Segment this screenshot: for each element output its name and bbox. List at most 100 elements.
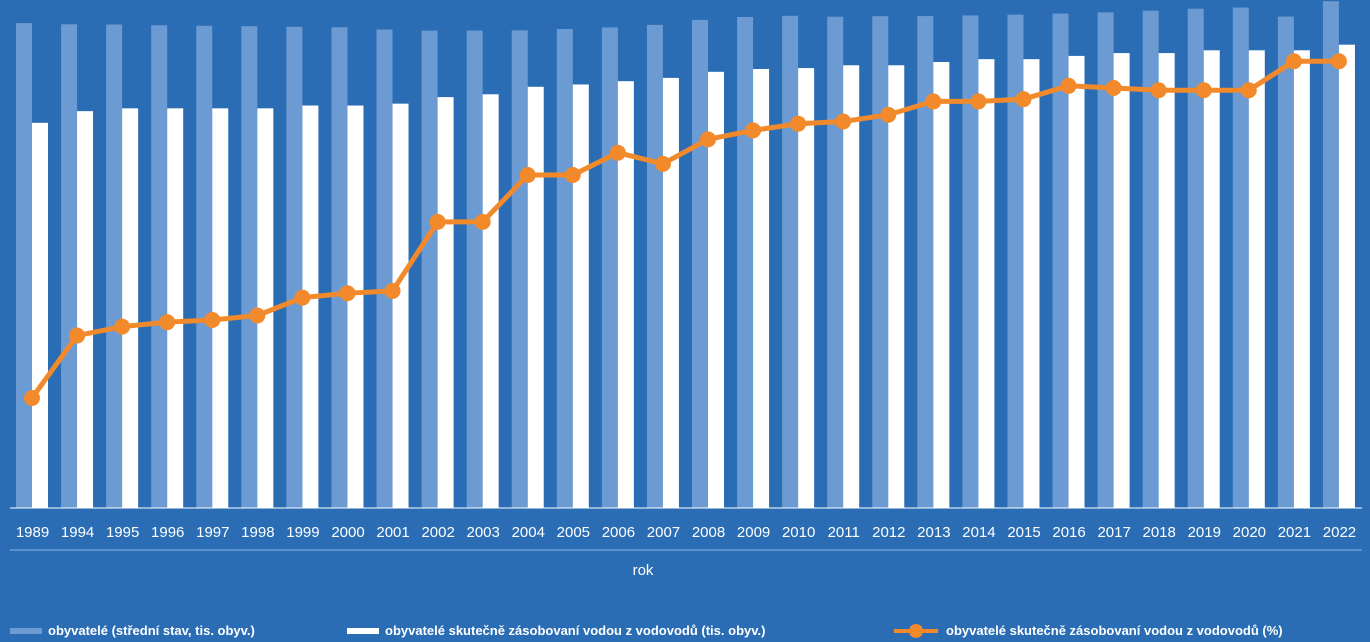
bar-population-2010 <box>782 15 799 508</box>
point-supplied-pct-2022 <box>1330 53 1347 70</box>
point-supplied-pct-1996 <box>159 314 176 331</box>
bar-supplied-2004 <box>527 86 544 509</box>
bar-population-1996 <box>151 25 168 509</box>
point-supplied-pct-2000 <box>339 285 356 302</box>
point-supplied-pct-2002 <box>429 213 446 230</box>
x-tick-label: 2001 <box>376 524 409 541</box>
x-tick-label: 2006 <box>602 524 635 541</box>
x-tick-label: 2021 <box>1278 524 1311 541</box>
bar-supplied-2008 <box>708 71 724 508</box>
point-supplied-pct-2006 <box>609 144 626 161</box>
bar-population-1989 <box>16 23 32 508</box>
point-supplied-pct-2013 <box>925 93 942 110</box>
legend-item-supplied: obyvatelé skutečně zásobovaní vodou z vo… <box>347 623 765 638</box>
point-supplied-pct-2004 <box>519 167 536 183</box>
x-tick-label: 2019 <box>1188 524 1221 541</box>
bar-population-1995 <box>106 24 123 509</box>
legend-swatch-supplied <box>347 627 379 634</box>
point-supplied-pct-1995 <box>114 318 131 335</box>
x-tick-label: 2010 <box>782 524 815 541</box>
bar-supplied-1996 <box>167 108 184 508</box>
x-tick-label: 2007 <box>647 524 680 541</box>
bar-supplied-2002 <box>437 97 454 508</box>
bar-supplied-2015 <box>1023 59 1040 509</box>
bar-population-2013 <box>917 16 934 508</box>
bar-supplied-2005 <box>572 84 589 509</box>
bar-supplied-2010 <box>798 68 815 508</box>
bar-population-2000 <box>331 27 348 508</box>
bar-population-2005 <box>556 29 573 509</box>
x-tick-label: 2020 <box>1233 524 1266 541</box>
point-supplied-pct-2020 <box>1240 82 1257 99</box>
bar-population-2018 <box>1142 10 1159 509</box>
bar-supplied-2007 <box>662 77 679 509</box>
point-supplied-pct-2014 <box>970 93 987 110</box>
x-tick-label: 1995 <box>106 524 139 541</box>
bar-supplied-2006 <box>617 81 634 509</box>
bar-population-2001 <box>376 29 393 509</box>
bar-supplied-2014 <box>978 59 995 509</box>
bar-supplied-1997 <box>212 108 229 508</box>
bar-population-2020 <box>1232 7 1249 508</box>
bar-supplied-2011 <box>843 65 860 508</box>
bar-population-2007 <box>646 24 663 508</box>
bar-population-2003 <box>466 30 483 509</box>
bar-supplied-2019 <box>1203 50 1220 509</box>
x-tick-label: 2003 <box>467 524 500 541</box>
point-supplied-pct-2001 <box>384 282 401 299</box>
bar-supplied-2009 <box>753 69 770 509</box>
x-tick-label: 2018 <box>1143 524 1176 541</box>
x-tick-label: 2002 <box>421 524 454 541</box>
x-tick-label: 2000 <box>331 524 364 541</box>
x-tick-label: 2015 <box>1007 524 1040 541</box>
bar-population-2021 <box>1277 16 1294 508</box>
point-supplied-pct-1999 <box>294 289 311 306</box>
bar-supplied-2012 <box>888 65 905 508</box>
x-tick-label: 2014 <box>962 524 995 541</box>
bar-supplied-2017 <box>1113 53 1130 508</box>
bar-population-2015 <box>1007 14 1024 509</box>
bar-population-1999 <box>286 26 303 508</box>
bar-population-2019 <box>1187 8 1204 509</box>
legend-item-supplied-pct: obyvatelé skutečně zásobovaní vodou z vo… <box>894 623 1283 638</box>
x-tick-label: 2013 <box>917 524 950 541</box>
legend: obyvatelé (střední stav, tis. obyv.) oby… <box>0 623 1370 642</box>
bar-supplied-2000 <box>347 105 364 509</box>
x-tick-label: 2016 <box>1052 524 1085 541</box>
bar-population-2022 <box>1322 1 1339 508</box>
bars-layer <box>16 1 1355 509</box>
x-tick-label: 1989 <box>16 524 49 541</box>
point-supplied-pct-2012 <box>880 106 897 123</box>
legend-label-supplied: obyvatelé skutečně zásobovaní vodou z vo… <box>385 623 766 638</box>
bar-supplied-2021 <box>1293 50 1310 509</box>
chart: 1989 1994 1995 1996 1997 1998 1999 2000 2001 2002… <box>10 1 1362 579</box>
bar-population-2016 <box>1052 13 1069 508</box>
x-tick-label: 2005 <box>557 524 590 541</box>
bar-supplied-2022 <box>1338 44 1355 509</box>
point-supplied-pct-2005 <box>564 167 581 183</box>
bar-supplied-1995 <box>122 108 139 508</box>
bar-population-2012 <box>872 16 889 508</box>
point-supplied-pct-2003 <box>474 213 491 230</box>
x-tick-label: 2017 <box>1097 524 1130 541</box>
point-supplied-pct-2016 <box>1060 77 1077 94</box>
bar-supplied-2013 <box>933 61 950 508</box>
x-tick-label: 2009 <box>737 524 770 541</box>
line-layer <box>24 53 1347 406</box>
point-supplied-pct-2018 <box>1150 82 1167 99</box>
bar-supplied-1998 <box>257 108 274 508</box>
x-ticks-layer: 1989 1994 1995 1996 1997 1998 1999 2000 2001 2002… <box>16 524 1356 541</box>
point-supplied-pct-2009 <box>745 122 762 139</box>
bar-population-2006 <box>601 27 618 509</box>
x-tick-label: 1998 <box>241 524 274 541</box>
x-tick-label: 2004 <box>512 524 545 541</box>
point-supplied-pct-1998 <box>249 307 266 324</box>
legend-swatch-population <box>10 627 42 634</box>
bar-population-1998 <box>241 26 258 508</box>
point-supplied-pct-2011 <box>835 113 852 130</box>
bar-population-2014 <box>962 15 979 509</box>
bar-population-2002 <box>421 30 438 508</box>
point-supplied-pct-2010 <box>790 115 807 132</box>
legend-swatch-supplied-pct <box>894 623 938 638</box>
point-supplied-pct-2017 <box>1105 80 1122 97</box>
